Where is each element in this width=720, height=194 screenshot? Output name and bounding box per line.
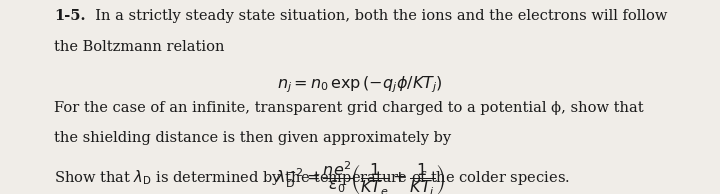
Text: 1-5.: 1-5. xyxy=(54,9,86,23)
Text: In a strictly steady state situation, both the ions and the electrons will follo: In a strictly steady state situation, bo… xyxy=(86,9,667,23)
Text: For the case of an infinite, transparent grid charged to a potential ϕ, show tha: For the case of an infinite, transparent… xyxy=(54,101,644,115)
Text: the shielding distance is then given approximately by: the shielding distance is then given app… xyxy=(54,131,451,145)
Text: Show that $\lambda_{\rm D}$ is determined by the temperature of the colder speci: Show that $\lambda_{\rm D}$ is determine… xyxy=(54,168,570,187)
Text: the Boltzmann relation: the Boltzmann relation xyxy=(54,40,225,54)
Text: $\lambda_{\rm D}^{-2} = \dfrac{ne^2}{\varepsilon_0}\!\left(\dfrac{1}{KT_e} + \df: $\lambda_{\rm D}^{-2} = \dfrac{ne^2}{\va… xyxy=(275,160,445,194)
Text: $n_j = n_0\,\mathrm{exp}\,(-q_j\phi/KT_j)$: $n_j = n_0\,\mathrm{exp}\,(-q_j\phi/KT_j… xyxy=(277,75,443,95)
